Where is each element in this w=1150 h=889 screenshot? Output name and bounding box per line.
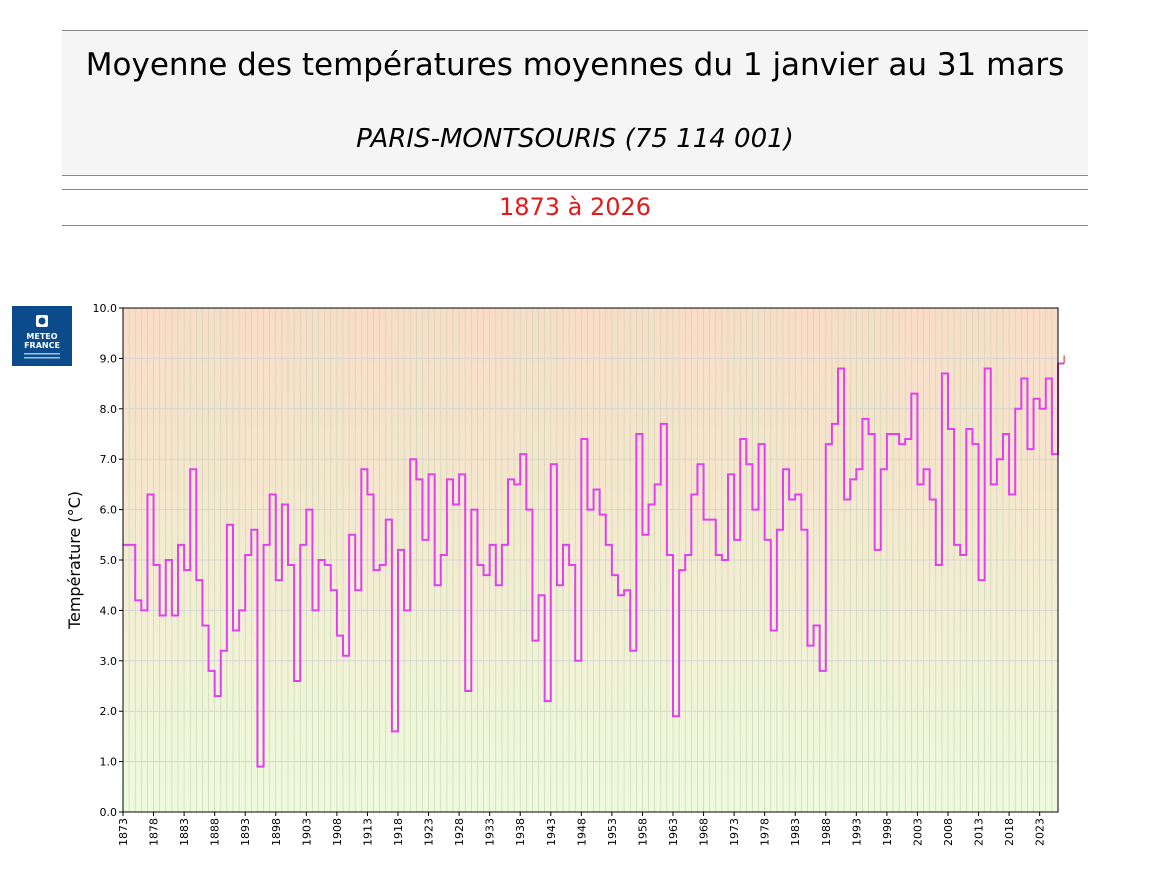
y-tick-label: 0.0 [100, 806, 118, 819]
y-tick-label: 2.0 [100, 705, 118, 718]
x-tick-label: 1973 [728, 818, 741, 846]
horizontal-gridlines [123, 307, 1058, 813]
y-tick-label: 5.0 [100, 554, 118, 567]
x-tick-label: 2023 [1034, 818, 1047, 846]
x-tick-label: 1918 [392, 818, 405, 846]
station-name: PARIS-MONTSOURIS (75 114 001) [356, 124, 794, 154]
y-tick-label: 4.0 [100, 604, 118, 617]
x-tick-label: 2008 [942, 818, 955, 846]
x-tick-label: 1933 [484, 818, 497, 846]
x-axis: 1873 1878 1883 1888 1893 1898 1903 1908 1913 1918… [117, 812, 1047, 846]
x-tick-label: 1943 [545, 818, 558, 846]
x-tick-label: 1893 [239, 818, 252, 846]
x-tick-label: 2013 [973, 818, 986, 846]
x-tick-label: 1873 [117, 818, 130, 846]
x-tick-label: 1883 [178, 818, 191, 846]
meteo-france-logo-icon: METEO FRANCE [24, 315, 60, 359]
x-tick-label: 1938 [514, 818, 527, 846]
x-tick-label: 2018 [1003, 818, 1016, 846]
y-tick-label: 6.0 [100, 504, 118, 517]
x-tick-label: 1888 [209, 818, 222, 846]
x-tick-label: 1928 [453, 818, 466, 846]
x-tick-label: 2003 [911, 818, 924, 846]
x-tick-label: 1963 [667, 818, 680, 846]
x-tick-label: 1923 [423, 818, 436, 846]
x-tick-label: 1903 [300, 818, 313, 846]
x-tick-label: 1993 [850, 818, 863, 846]
x-tick-label: 1898 [270, 818, 283, 846]
x-tick-label: 1913 [361, 818, 374, 846]
x-tick-label: 1983 [789, 818, 802, 846]
meteo-france-logo: METEO FRANCE [12, 306, 72, 366]
x-tick-label: 1878 [148, 818, 161, 846]
y-tick-label: 1.0 [100, 756, 118, 769]
y-axis-label: Température (°C) [65, 491, 84, 630]
logo-line1: METEO [26, 332, 57, 341]
y-tick-label: 10.0 [93, 302, 118, 315]
period-panel: 1873 à 2026 [62, 189, 1088, 226]
series-line [123, 362, 1065, 768]
x-tick-label: 1953 [606, 818, 619, 846]
title-panel: Moyenne des températures moyennes du 1 j… [62, 30, 1088, 176]
y-axis: 0.0 1.0 2.0 3.0 4.0 5.0 6.0 7.0 8.0 9.0 10.0 [93, 302, 123, 819]
period-label: 1873 à 2026 [498, 193, 652, 221]
x-tick-label: 1998 [881, 818, 894, 846]
x-tick-label: 1948 [575, 818, 588, 846]
x-tick-label: 1988 [820, 818, 833, 846]
y-tick-label: 3.0 [100, 655, 118, 668]
x-tick-label: 1908 [331, 818, 344, 846]
chart-title: Moyenne des températures moyennes du 1 j… [85, 47, 1065, 83]
y-tick-label: 7.0 [100, 453, 118, 466]
x-tick-label: 1958 [636, 818, 649, 846]
series-layer [123, 355, 1065, 768]
x-tick-label: 1968 [698, 818, 711, 846]
x-tick-label: 1978 [759, 818, 772, 846]
logo-line2: FRANCE [24, 341, 60, 350]
y-tick-label: 9.0 [100, 352, 118, 365]
y-tick-label: 8.0 [100, 403, 118, 416]
